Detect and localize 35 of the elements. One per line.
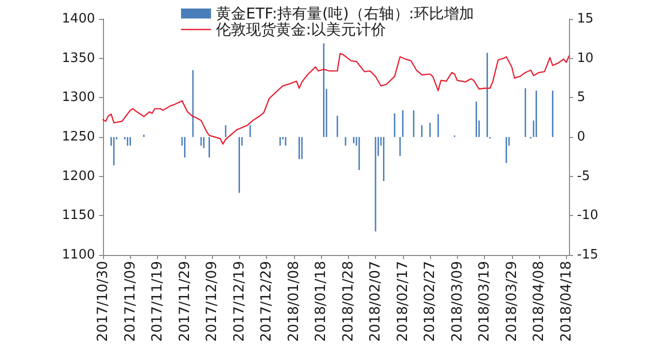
- y2-tick-label: -10: [577, 208, 598, 224]
- y-tick-label: 1150: [62, 208, 95, 224]
- x-tick-label: 2018/04/08: [531, 261, 548, 342]
- x-tick-label: 2018/01/08: [286, 261, 302, 342]
- y-tick-label: 1400: [62, 12, 95, 26]
- y2-tick-label: 15: [577, 12, 594, 26]
- x-tick-label: 2018/01/28: [340, 261, 356, 342]
- x-tick-label: 2018/02/17: [394, 261, 411, 342]
- x-tick-label: 2018/01/18: [313, 261, 330, 342]
- y2-tick-label: 5: [577, 90, 586, 106]
- y-tick-label: 1200: [62, 168, 95, 184]
- y2-tick-label: -15: [577, 248, 598, 262]
- y2-tick-label: 10: [577, 50, 594, 66]
- y-tick-label: 1300: [62, 90, 95, 106]
- line-series: [102, 53, 570, 145]
- y2-tick-label: -5: [577, 168, 590, 184]
- x-tick-label: 2018/04/18: [558, 261, 574, 342]
- x-tick-label: 2017/11/09: [122, 261, 138, 342]
- x-tick-label: 2018/02/07: [368, 261, 384, 342]
- y-tick-label: 1350: [62, 50, 95, 66]
- x-tick-label: 2017/11/29: [176, 261, 193, 342]
- x-tick-label: 2017/12/09: [204, 261, 220, 342]
- y-tick-label: 1250: [62, 130, 95, 144]
- x-tick-label: 2017/11/19: [150, 261, 166, 342]
- y2-tick-label: 0: [577, 130, 586, 144]
- x-tick-label: 2018/03/09: [449, 261, 466, 342]
- x-tick-label: 2018/03/19: [476, 261, 493, 342]
- legend-label: 伦敦现货黄金:以美元计价: [216, 20, 386, 38]
- x-tick-label: 2018/03/29: [504, 261, 520, 342]
- x-tick-label: 2017/10/30: [95, 261, 111, 342]
- x-tick-label: 2018/02/27: [422, 261, 438, 342]
- legend-label: 黄金ETF:持有量(吨)（右轴）:环比增加: [216, 4, 474, 22]
- x-tick-label: 2017/12/29: [258, 261, 275, 342]
- x-tick-label: 2017/12/19: [231, 261, 248, 342]
- y-tick-label: 1100: [62, 248, 95, 262]
